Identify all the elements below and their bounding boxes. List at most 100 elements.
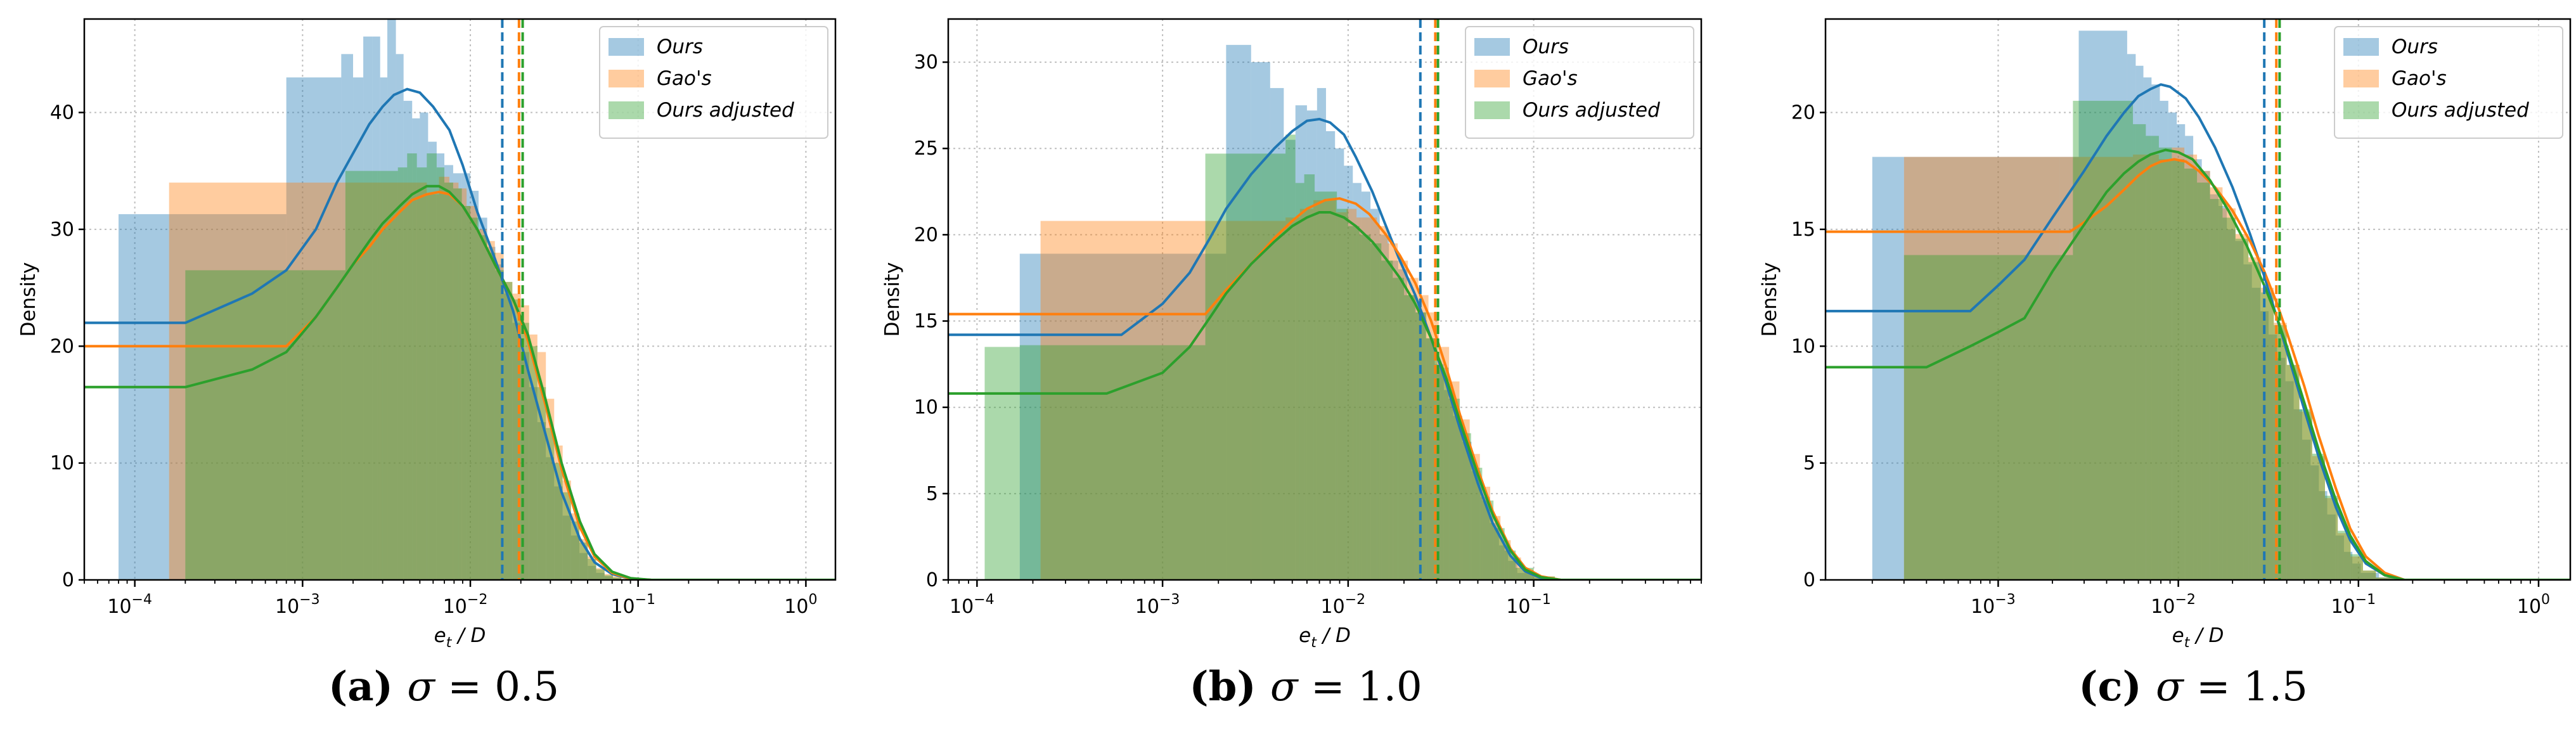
histogram-bar [2299, 409, 2312, 580]
histogram-bar [546, 457, 555, 580]
panel-caption: (c) σ = 1.5 [2078, 663, 2308, 710]
plot-area [84, 19, 835, 580]
legend: Ours Gao's Ours adjusted [1465, 26, 1694, 139]
histogram-bar [1403, 295, 1415, 580]
histogram-bar [1508, 561, 1517, 580]
histogram-bar [486, 241, 495, 580]
histogram-bar [2197, 183, 2210, 580]
histogram-bar [562, 480, 571, 580]
histogram-bar [2312, 456, 2325, 580]
histogram-bar [345, 170, 378, 580]
histogram-bar [579, 543, 588, 580]
histogram-bar [2362, 570, 2376, 580]
histogram-bar [2376, 577, 2395, 580]
histogram-bar [2135, 65, 2144, 580]
legend-swatch [1474, 38, 1510, 56]
histogram-bar [2376, 577, 2395, 580]
histogram-bar [444, 183, 453, 580]
histogram-bar [588, 558, 596, 580]
histogram-bar [1438, 347, 1450, 580]
histogram-bar [2133, 124, 2146, 580]
histogram-bar [1398, 260, 1408, 580]
histogram-bar [1370, 243, 1382, 580]
histogram-bar [453, 188, 462, 580]
histogram-ours-adjusted [984, 134, 1555, 580]
axes-frame [83, 18, 837, 581]
histogram-bar [1398, 269, 1407, 580]
histogram-bar [2193, 159, 2202, 580]
histogram-bar [596, 568, 605, 580]
histogram-bar [2177, 124, 2186, 580]
histogram-bar [461, 173, 471, 580]
histogram-bar [2218, 206, 2227, 580]
histogram-bar [562, 515, 571, 580]
histogram-bar [1295, 183, 1304, 580]
histogram-bar [1346, 209, 1357, 580]
histogram-bar [377, 170, 398, 580]
histogram-bar [2338, 533, 2351, 580]
histogram-bar [596, 569, 605, 580]
histogram-bar [1471, 471, 1481, 580]
y-axis-label: Density [17, 262, 40, 337]
y-tick-label: 0 [926, 569, 938, 591]
histogram-bar [2286, 364, 2300, 580]
histogram-bar [341, 54, 354, 580]
x-tick-label: 10−3 [1135, 592, 1180, 618]
histogram-bar [2158, 159, 2172, 580]
histogram-bar [185, 270, 345, 580]
panel-1: 0 10 20 30 40 10−4 10−3 10−2 10−1 100 et / D Densit… [17, 18, 837, 710]
histogram-bar [2268, 334, 2277, 580]
histogram-bar [2210, 194, 2219, 580]
histogram-bar [1353, 183, 1362, 580]
legend-label: Ours adjusted [1523, 99, 1660, 122]
histogram-bar [353, 77, 364, 580]
histogram-bar [1361, 191, 1371, 580]
histogram-bar [1040, 221, 1206, 580]
plot-area [948, 19, 1701, 580]
histogram-bar [613, 577, 622, 580]
histogram-bar [449, 183, 459, 580]
histogram-bar [169, 214, 287, 580]
histogram-bar [2227, 229, 2236, 580]
histogram-bar [119, 214, 169, 580]
histogram-bar [2360, 572, 2380, 580]
legend-swatch [1474, 70, 1510, 87]
histogram-bar [570, 535, 580, 580]
axes-frame [947, 18, 1703, 581]
histogram-bar [1459, 419, 1470, 580]
kde-line-ours [1826, 83, 2570, 580]
histogram-bar [363, 36, 373, 580]
x-tick-label: 10−4 [950, 592, 995, 618]
x-tick-label: 10−2 [443, 592, 488, 618]
x-axis-label: et / D [434, 624, 486, 651]
legend-label: Ours [1523, 35, 1569, 58]
histogram-bar [1325, 191, 1337, 580]
kde-line-ours-adjusted [1826, 148, 2570, 580]
histogram-ours [1019, 44, 1555, 580]
histogram-bar [2299, 411, 2312, 580]
histogram-bar [2338, 530, 2351, 580]
histogram-bar [1460, 433, 1471, 580]
legend-box [599, 26, 828, 139]
histogram-bar [1019, 254, 1041, 580]
histogram-bar [1019, 345, 1206, 580]
histogram-bar [2312, 453, 2325, 580]
histogram-bar [604, 574, 614, 580]
histogram-bar [461, 206, 471, 580]
legend-swatch [609, 70, 644, 87]
x-tick-label: 10−4 [107, 592, 152, 618]
histogram-bar [1356, 217, 1367, 580]
histogram-bar [470, 217, 479, 580]
histogram-bar [427, 194, 439, 580]
histogram-bar [1348, 226, 1360, 580]
histogram-bar [1393, 278, 1404, 580]
histogram-bar [453, 173, 462, 580]
histogram-bar [487, 247, 496, 580]
histogram-bar [2158, 147, 2172, 580]
histogram-bar [396, 54, 404, 580]
histogram-bar [2379, 577, 2395, 580]
y-tick-label: 20 [1791, 102, 1815, 124]
histogram-bar [2185, 136, 2194, 580]
legend-label: Gao's [1523, 67, 1578, 90]
histogram-bar [546, 428, 555, 580]
